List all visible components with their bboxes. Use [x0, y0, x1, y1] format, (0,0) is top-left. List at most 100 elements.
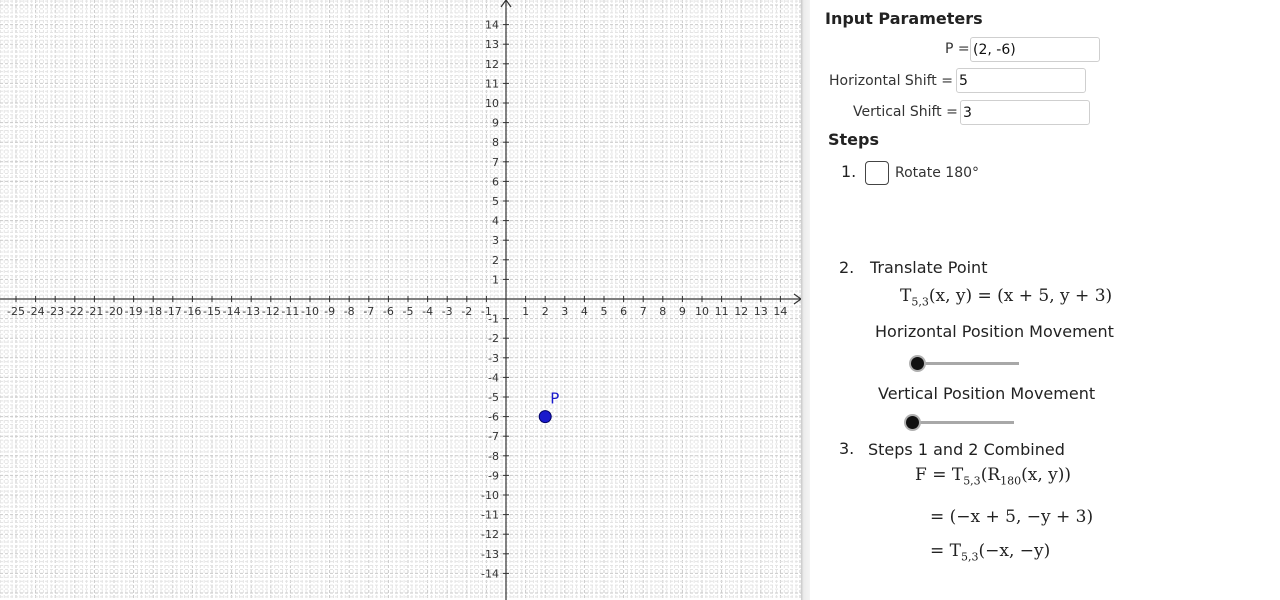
y-axis-arrow: [500, 0, 512, 8]
y-tick-label: 4: [492, 215, 499, 228]
point-p-label: P: [550, 390, 559, 408]
line3-b: (−x, −y): [978, 541, 1051, 561]
step3-number: 3.: [839, 439, 855, 458]
x-tick-label: -3: [442, 305, 453, 318]
x-tick-label: 7: [640, 305, 647, 318]
x-tick-label: 12: [734, 305, 748, 318]
y-tick-label: 11: [485, 77, 499, 90]
x-tick-label: -2: [461, 305, 472, 318]
y-tick-label: -4: [488, 371, 499, 384]
y-tick-label: -6: [488, 411, 499, 424]
y-tick-label: -11: [481, 509, 499, 522]
y-tick-label: 13: [485, 38, 499, 51]
combined-formula-line3: = T5,3(−x, −y): [930, 541, 1050, 563]
vertical-slider-knob[interactable]: [906, 416, 919, 429]
x-tick-label: -22: [66, 305, 84, 318]
vertical-slider-track[interactable]: [912, 421, 1014, 424]
x-tick-label: 8: [659, 305, 666, 318]
x-tick-label: -18: [144, 305, 162, 318]
x-tick-label: -13: [242, 305, 260, 318]
translation-formula: T5,3(x, y) = (x + 5, y + 3): [900, 286, 1112, 308]
vertical-shift-input[interactable]: 3: [960, 100, 1090, 125]
formula-t: T: [900, 286, 912, 306]
line1-c: (x, y)): [1021, 465, 1072, 485]
x-tick-label: 3: [561, 305, 568, 318]
y-tick-label: -2: [488, 332, 499, 345]
x-tick-label: -8: [344, 305, 355, 318]
x-tick-label: 14: [773, 305, 787, 318]
x-tick-label: -9: [324, 305, 335, 318]
y-tick-label: 3: [492, 234, 499, 247]
x-tick-label: -16: [183, 305, 201, 318]
horizontal-slider-knob[interactable]: [911, 357, 924, 370]
x-tick-label: -12: [262, 305, 280, 318]
combined-title: Steps 1 and 2 Combined: [868, 440, 1065, 459]
x-tick-label: 10: [695, 305, 709, 318]
x-tick-label: -6: [383, 305, 394, 318]
graphics-view[interactable]: -25 -24 -23 -22 -21 -20 -19 -18 -17 -16 -15 -14 -13-…: [0, 0, 801, 600]
step2-number: 2.: [839, 258, 855, 277]
y-tick-label: -7: [488, 430, 499, 443]
steps-header: Steps: [828, 130, 879, 149]
x-tick-label: 1: [522, 305, 529, 318]
y-tick-label: 10: [485, 97, 499, 110]
horizontal-shift-label: Horizontal Shift =: [829, 73, 953, 89]
vertical-shift-label: Vertical Shift =: [853, 104, 958, 120]
x-tick-label: -11: [281, 305, 299, 318]
line1-a: F = T: [915, 465, 964, 485]
y-tick-label: 7: [492, 156, 499, 169]
line1-sub: 5,3: [963, 474, 981, 488]
x-tick-label: -7: [363, 305, 374, 318]
horizontal-slider-label: Horizontal Position Movement: [875, 322, 1114, 341]
x-tick-label: 13: [754, 305, 768, 318]
point-input-label: P =: [945, 41, 970, 57]
y-tick-label: 14: [485, 19, 499, 32]
x-tick-label: 2: [542, 305, 549, 318]
horizontal-slider-track[interactable]: [917, 362, 1019, 365]
y-tick-label: -10: [481, 489, 499, 502]
line3-sub: 5,3: [961, 550, 979, 564]
coordinate-plane[interactable]: -25 -24 -23 -22 -21 -20 -19 -18 -17 -16 -15 -14 -13-…: [0, 0, 801, 600]
x-tick-label: -24: [27, 305, 45, 318]
y-tick-label: -14: [481, 567, 499, 580]
vertical-slider-label: Vertical Position Movement: [878, 384, 1096, 403]
horizontal-shift-input[interactable]: 5: [956, 68, 1086, 93]
combined-formula-line1: F = T5,3(R180(x, y)): [915, 465, 1071, 487]
point-input[interactable]: (2, -6): [970, 37, 1100, 62]
formula-subscript: 5,3: [911, 295, 929, 309]
x-tick-label: -17: [164, 305, 182, 318]
rotate-label[interactable]: Rotate 180°: [895, 165, 980, 181]
x-tick-label: -1: [481, 305, 492, 318]
x-tick-label: -14: [223, 305, 241, 318]
point-p[interactable]: [538, 410, 552, 424]
step1-number: 1.: [841, 162, 857, 181]
line1-sub2: 180: [1000, 474, 1022, 488]
x-tick-label: -5: [403, 305, 414, 318]
x-tick-label: -19: [125, 305, 143, 318]
panel-divider[interactable]: [801, 0, 810, 600]
x-tick-label: -25: [7, 305, 25, 318]
x-tick-label: -21: [85, 305, 103, 318]
y-tick-label: 8: [492, 136, 499, 149]
x-tick-label: 9: [679, 305, 686, 318]
formula-rest: (x, y) = (x + 5, y + 3): [928, 286, 1113, 306]
y-tick-label: 1: [492, 273, 499, 286]
y-tick-label: -1: [488, 313, 499, 326]
x-tick-label: 6: [620, 305, 627, 318]
y-tick-label: 2: [492, 254, 499, 267]
y-tick-label: -8: [488, 450, 499, 463]
y-tick-label: -3: [488, 352, 499, 365]
input-parameters-header: Input Parameters: [825, 9, 983, 28]
x-tick-label: -20: [105, 305, 123, 318]
x-tick-label: 11: [715, 305, 729, 318]
x-tick-label: -15: [203, 305, 221, 318]
y-tick-label: 6: [492, 175, 499, 188]
y-tick-label: -13: [481, 548, 499, 561]
x-tick-label: 4: [581, 305, 588, 318]
y-tick-label: 5: [492, 195, 499, 208]
side-panel: Input Parameters P = (2, -6) Horizontal …: [810, 0, 1280, 600]
y-tick-label: 12: [485, 58, 499, 71]
x-tick-label: -10: [301, 305, 319, 318]
line3-a: = T: [930, 541, 961, 561]
rotate-checkbox[interactable]: [865, 161, 889, 185]
